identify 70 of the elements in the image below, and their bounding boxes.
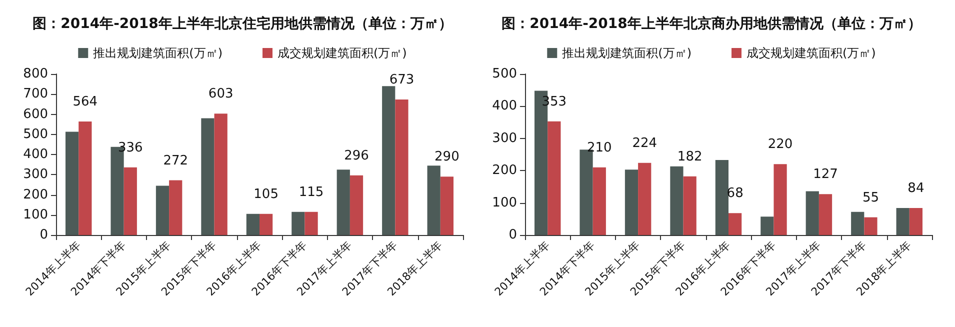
bar — [292, 212, 305, 235]
bar — [670, 166, 684, 235]
bar — [864, 217, 878, 235]
data-label: 564 — [72, 94, 98, 110]
y-tick-label: 100 — [23, 207, 48, 222]
bar — [909, 208, 923, 235]
bar — [336, 170, 350, 235]
bar — [851, 212, 864, 235]
data-label: 182 — [677, 149, 702, 164]
bar — [683, 176, 696, 235]
y-tick-label: 0 — [40, 228, 48, 242]
data-label: 55 — [862, 190, 879, 206]
data-label: 224 — [632, 136, 658, 151]
bar — [548, 121, 561, 235]
bar — [774, 164, 787, 235]
bar — [65, 132, 79, 235]
bar — [728, 213, 742, 235]
bar — [395, 100, 408, 235]
bar — [201, 118, 214, 235]
bar — [715, 160, 728, 235]
bar — [214, 114, 228, 235]
y-tick-label: 800 — [23, 66, 48, 82]
data-label: 220 — [768, 137, 793, 152]
bar — [427, 166, 440, 235]
bar — [260, 214, 273, 235]
legend-label: 成交规划建筑面积(万㎡) — [746, 46, 876, 60]
bar — [124, 167, 137, 235]
bar — [350, 175, 364, 235]
y-tick-label: 300 — [492, 130, 517, 146]
bar — [806, 191, 819, 235]
bar — [592, 167, 606, 235]
data-label: 296 — [344, 148, 369, 164]
y-tick-label: 300 — [23, 167, 48, 182]
legend-label: 推出规划建筑面积(万㎡) — [562, 46, 692, 60]
bar — [246, 214, 260, 235]
y-tick-label: 100 — [492, 195, 517, 210]
data-label: 105 — [254, 186, 278, 202]
y-tick-label: 0 — [508, 228, 517, 242]
bar — [78, 121, 92, 235]
y-tick-label: 400 — [23, 147, 48, 162]
bar — [896, 208, 910, 235]
y-tick-label: 200 — [492, 163, 517, 178]
legend-label: 推出规划建筑面积(万㎡) — [93, 46, 223, 60]
y-tick-label: 600 — [23, 106, 48, 122]
data-label: 115 — [298, 184, 324, 200]
bar — [818, 194, 832, 235]
data-label: 603 — [208, 86, 234, 102]
bar — [638, 162, 652, 235]
chart-title: 图：2014年-2018年上半年北京住宅用地供需情况（单位：万㎡） — [32, 15, 452, 32]
data-label: 127 — [813, 167, 838, 182]
bar — [304, 212, 318, 235]
bar — [760, 216, 774, 235]
y-tick-label: 200 — [23, 187, 48, 202]
bar — [169, 180, 182, 235]
y-tick-label: 400 — [492, 98, 517, 114]
bar — [440, 176, 454, 235]
data-label: 336 — [118, 140, 143, 156]
data-label: 84 — [908, 180, 924, 196]
data-label: 673 — [389, 72, 414, 88]
y-tick-label: 500 — [492, 66, 517, 82]
bar — [382, 86, 396, 235]
bar — [624, 170, 638, 235]
data-label: 272 — [163, 153, 188, 168]
chart-title: 图：2014年-2018年上半年北京商办用地供需情况（单位：万㎡） — [502, 15, 922, 32]
data-label: 210 — [586, 140, 612, 156]
data-label: 290 — [434, 150, 460, 165]
legend-label: 成交规划建筑面积(万㎡) — [278, 46, 407, 60]
y-tick-label: 500 — [23, 126, 48, 142]
y-tick-label: 700 — [23, 86, 48, 102]
bar — [156, 186, 170, 235]
